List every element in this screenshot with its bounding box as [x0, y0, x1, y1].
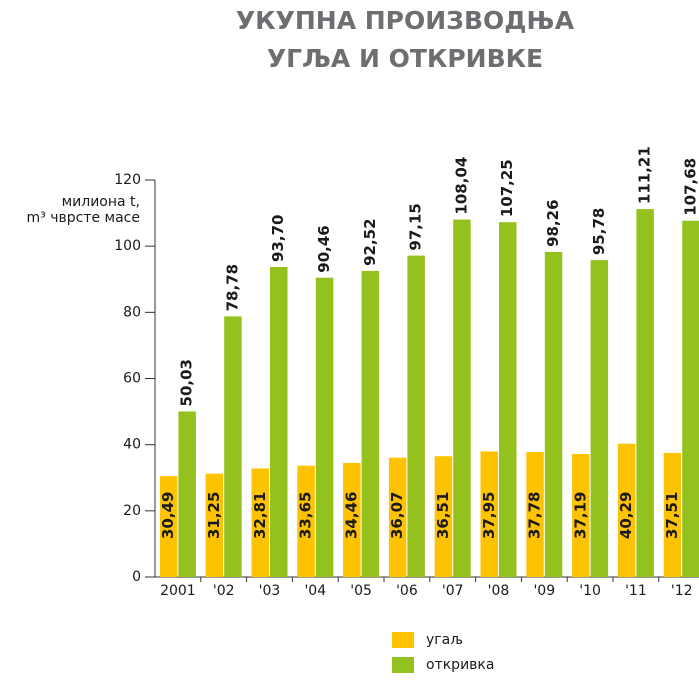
- x-tick-label: '06: [396, 583, 418, 599]
- x-tick-label: '07: [442, 583, 464, 599]
- bar: [453, 219, 471, 577]
- value-label: 107,68: [681, 158, 699, 216]
- bar: [224, 316, 242, 577]
- value-label: 36,07: [388, 492, 406, 539]
- y-tick-label: 100: [114, 238, 141, 254]
- bar: [526, 452, 544, 577]
- value-label: 98,26: [544, 199, 562, 246]
- bar: [636, 209, 654, 577]
- chart-title: УКУПНА ПРОИЗВОДЊА: [236, 6, 575, 35]
- bar: [205, 473, 224, 577]
- legend-swatch: [392, 657, 414, 673]
- bar: [270, 267, 288, 577]
- x-tick-label: '03: [259, 583, 281, 599]
- bar: [407, 255, 425, 578]
- bar: [544, 251, 563, 578]
- bar: [590, 260, 609, 577]
- value-label: 34,46: [342, 492, 360, 539]
- y-tick-label: 20: [123, 503, 141, 519]
- value-label: 111,21: [636, 146, 654, 204]
- bar: [361, 270, 380, 577]
- bar: [297, 465, 315, 577]
- x-tick-label: '12: [671, 583, 693, 599]
- x-tick-label: '10: [579, 583, 601, 599]
- bar: [682, 220, 699, 577]
- legend-label: откривка: [426, 657, 494, 673]
- bar: [663, 452, 682, 577]
- value-label: 31,25: [205, 492, 223, 539]
- value-label: 92,52: [361, 218, 379, 265]
- bar: [572, 453, 590, 577]
- value-label: 33,65: [297, 492, 315, 539]
- bar: [315, 277, 334, 577]
- value-label: 93,70: [269, 215, 287, 262]
- value-label: 40,29: [617, 492, 635, 539]
- x-tick-label: 2001: [160, 583, 196, 599]
- value-label: 107,25: [498, 159, 516, 217]
- x-tick-label: '02: [213, 583, 235, 599]
- value-label: 32,81: [251, 492, 269, 539]
- bar: [178, 411, 196, 577]
- x-tick-label: '08: [488, 583, 510, 599]
- bar: [159, 476, 178, 577]
- x-tick-label: '09: [533, 583, 555, 599]
- bar: [343, 462, 361, 577]
- y-axis-label: m³ чврсте масе: [27, 210, 140, 226]
- value-label: 50,03: [178, 359, 196, 406]
- bar: [480, 451, 498, 577]
- bar: [434, 456, 453, 577]
- legend-swatch: [392, 632, 414, 648]
- legend-label: угаљ: [426, 632, 463, 648]
- y-tick-label: 40: [123, 437, 141, 453]
- value-label: 97,15: [407, 203, 425, 250]
- value-label: 37,78: [526, 492, 544, 539]
- x-tick-label: '05: [350, 583, 372, 599]
- value-label: 37,95: [480, 492, 498, 539]
- y-tick-label: 60: [123, 371, 141, 387]
- bar: [388, 457, 407, 577]
- value-label: 30,49: [159, 492, 177, 539]
- y-tick-label: 120: [114, 172, 141, 188]
- bar: [617, 443, 636, 577]
- bar: [251, 468, 269, 577]
- value-label: 78,78: [223, 264, 241, 311]
- bar: [499, 222, 517, 577]
- x-tick-label: '04: [304, 583, 326, 599]
- value-label: 37,19: [571, 492, 589, 539]
- y-tick-label: 80: [123, 304, 141, 320]
- value-label: 95,78: [590, 208, 608, 255]
- y-axis-label: милиона t,: [62, 194, 140, 210]
- value-label: 37,51: [663, 492, 681, 539]
- y-tick-label: 0: [132, 569, 141, 585]
- value-label: 108,04: [452, 157, 470, 215]
- value-label: 90,46: [315, 225, 333, 272]
- value-label: 36,51: [434, 492, 452, 539]
- x-tick-label: '11: [625, 583, 647, 599]
- chart-title: УГЉА И ОТКРИВКЕ: [267, 44, 543, 73]
